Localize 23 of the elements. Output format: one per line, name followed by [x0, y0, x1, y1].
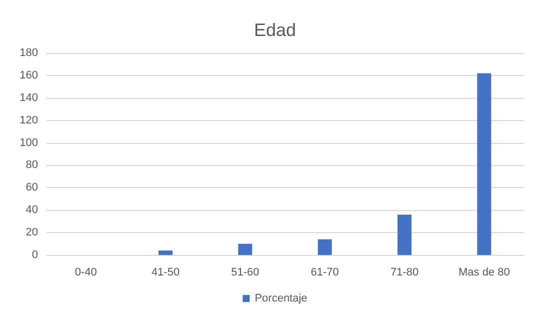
bar: [158, 250, 172, 255]
bar: [238, 244, 252, 255]
y-tick-label: 60: [26, 182, 38, 194]
x-tick-label: Mas de 80: [458, 266, 510, 278]
y-tick-label: 140: [20, 92, 38, 104]
bar: [318, 239, 332, 255]
y-tick-label: 120: [20, 114, 38, 126]
y-tick-label: 180: [20, 47, 38, 59]
legend-label: Porcentaje: [254, 292, 308, 304]
x-tick-label: 71-80: [390, 266, 419, 278]
x-tick-label: 41-50: [151, 266, 180, 278]
chart-title: Edad: [254, 20, 296, 40]
bar: [398, 214, 412, 255]
y-tick-label: 20: [26, 226, 38, 239]
y-tick-label: 80: [26, 159, 38, 172]
bar: [477, 73, 492, 255]
y-tick-label: 100: [20, 136, 38, 149]
x-tick-label: 51-60: [231, 266, 260, 278]
y-tick-label: 40: [26, 204, 38, 216]
y-tick-label: 160: [20, 69, 38, 82]
x-tick-label: 61-70: [310, 266, 339, 278]
x-tick-label: 0-40: [74, 266, 97, 278]
y-tick-label: 0: [32, 249, 38, 261]
